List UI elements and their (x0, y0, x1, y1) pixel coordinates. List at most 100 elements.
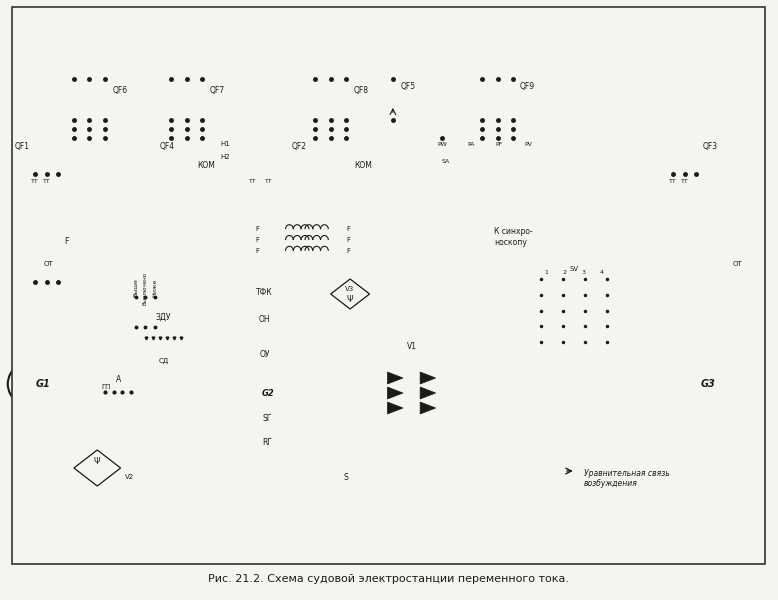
Polygon shape (420, 387, 436, 399)
Bar (715, 245, 732, 283)
Text: SV: SV (569, 266, 578, 272)
Text: G1: G1 (36, 379, 50, 389)
Text: F: F (346, 248, 350, 254)
Text: QF6: QF6 (113, 85, 128, 94)
Circle shape (661, 182, 685, 202)
Text: V2: V2 (124, 474, 134, 480)
Text: QF9: QF9 (520, 82, 534, 91)
Text: QF4: QF4 (159, 142, 174, 151)
Circle shape (489, 162, 507, 176)
Text: 3: 3 (581, 271, 586, 275)
Circle shape (23, 182, 47, 202)
Text: ТТ: ТТ (669, 179, 677, 184)
Circle shape (672, 182, 697, 202)
Bar (241, 346, 288, 363)
Bar (185, 160, 227, 172)
Circle shape (194, 148, 219, 167)
Text: А: А (117, 374, 121, 384)
Text: QF7: QF7 (210, 85, 225, 94)
Bar (245, 436, 288, 449)
Bar (323, 225, 342, 233)
Text: SA: SA (442, 159, 450, 164)
Circle shape (513, 132, 544, 156)
Circle shape (240, 182, 265, 202)
Polygon shape (387, 402, 403, 414)
Text: ТТ: ТТ (249, 179, 257, 184)
Text: G2: G2 (262, 389, 275, 398)
Text: PA: PA (467, 142, 475, 146)
Text: 1: 1 (545, 271, 548, 275)
Text: F: F (255, 226, 259, 232)
Text: ОУ: ОУ (259, 350, 270, 359)
Bar (241, 311, 288, 328)
Text: Выше: Выше (134, 278, 138, 298)
Bar (74, 247, 97, 256)
Text: Уравнительная связь: Уравнительная связь (584, 469, 669, 479)
Circle shape (105, 368, 133, 390)
Text: H2: H2 (220, 154, 230, 160)
Text: F: F (346, 226, 350, 232)
Text: Ψ: Ψ (94, 457, 100, 467)
Polygon shape (331, 279, 370, 309)
Bar (265, 247, 284, 255)
Bar (142, 310, 184, 325)
Circle shape (455, 132, 486, 156)
Text: PF: PF (496, 142, 503, 146)
Bar (441, 156, 544, 174)
Text: QF1: QF1 (15, 142, 30, 151)
Text: QF2: QF2 (292, 142, 307, 151)
Text: ГП: ГП (101, 384, 110, 390)
Text: ОТ: ОТ (733, 261, 742, 267)
Text: К синхро-
носкопу: К синхро- носкопу (494, 227, 533, 247)
Bar (323, 247, 342, 255)
Text: G3: G3 (701, 379, 715, 389)
Text: ТТ: ТТ (31, 179, 39, 184)
Text: Выключено: Выключено (143, 271, 148, 305)
Text: QF5: QF5 (401, 82, 415, 91)
Bar (241, 284, 288, 301)
Bar (74, 237, 97, 245)
Text: F: F (255, 237, 259, 243)
Text: F: F (346, 237, 350, 243)
Bar (265, 236, 284, 244)
Text: 4: 4 (600, 271, 605, 275)
Text: 2: 2 (562, 271, 567, 275)
Bar (95, 380, 145, 397)
Text: Ψ: Ψ (347, 295, 353, 304)
Text: ТТ: ТТ (43, 179, 51, 184)
Bar (381, 345, 443, 417)
Circle shape (239, 370, 298, 416)
Polygon shape (420, 372, 436, 384)
Text: H1: H1 (220, 141, 230, 147)
Circle shape (673, 357, 743, 411)
Text: SГ: SГ (262, 414, 272, 422)
Polygon shape (387, 387, 403, 399)
Bar (74, 227, 97, 235)
Circle shape (256, 182, 281, 202)
Circle shape (8, 357, 78, 411)
Polygon shape (420, 402, 436, 414)
Bar (537, 276, 611, 345)
Text: ТТ: ТТ (681, 179, 689, 184)
Text: V1: V1 (408, 342, 417, 351)
Text: Ниже: Ниже (152, 279, 157, 297)
Text: F: F (255, 248, 259, 254)
Bar (54, 245, 71, 283)
Circle shape (461, 162, 480, 176)
Circle shape (484, 132, 515, 156)
Text: КОМ: КОМ (198, 161, 215, 170)
Circle shape (426, 132, 457, 156)
Text: СД: СД (158, 358, 169, 364)
Bar (245, 412, 288, 425)
Circle shape (146, 348, 180, 374)
Text: V3: V3 (345, 286, 354, 292)
Bar (265, 225, 284, 233)
Polygon shape (387, 372, 403, 384)
Polygon shape (74, 450, 121, 486)
Bar (323, 236, 342, 244)
Text: F: F (64, 236, 68, 246)
Text: ОН: ОН (259, 316, 270, 324)
Text: QF8: QF8 (354, 85, 369, 94)
Text: QF3: QF3 (703, 142, 717, 151)
Text: PV: PV (524, 142, 532, 146)
